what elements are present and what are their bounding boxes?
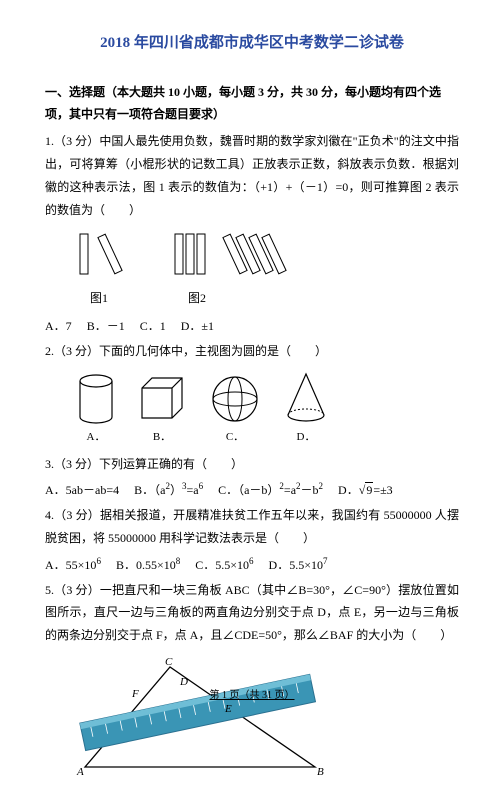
q1-opt-a: A．7 — [45, 319, 72, 333]
q4-opt-a: A．55×106 — [45, 558, 101, 572]
q2-solid-a: A． — [75, 373, 117, 448]
q2-solid-c: C． — [207, 373, 263, 448]
q5-body: 一把直尺和一块三角板 ABC（其中∠B=30°，∠C=90°）摆放位置如图所示，… — [45, 583, 459, 643]
q4-opt-b: B．0.55×108 — [116, 558, 180, 572]
q4-options: A．55×106 B．0.55×108 C．5.5×106 D．5.5×107 — [45, 553, 459, 577]
fig1-sticks — [70, 229, 140, 284]
q3-prefix: 3.（3 分） — [45, 457, 99, 471]
svg-text:A: A — [76, 766, 84, 777]
q2-text: 2.（3 分）下面的几何体中，主视图为圆的是（ ） — [45, 340, 459, 363]
q3-body: 下列运算正确的有（ ） — [99, 457, 243, 471]
q1-figures — [70, 229, 459, 284]
question-2: 2.（3 分）下面的几何体中，主视图为圆的是（ ） A． B． — [45, 340, 459, 448]
question-4: 4.（3 分）据相关报道，开展精准扶贫工作五年以来，我国约有 55000000 … — [45, 504, 459, 576]
sphere-icon — [207, 373, 263, 425]
ruler-triangle-diagram: A B C F D E — [65, 657, 325, 777]
fig1-label: 图1 — [90, 287, 108, 310]
q5-text: 5.（3 分）一把直尺和一块三角板 ABC（其中∠B=30°，∠C=90°）摆放… — [45, 579, 459, 647]
svg-text:B: B — [317, 766, 324, 777]
q3-opt-d: D．9=±3 — [338, 482, 393, 497]
page-footer: 第 1 页（共 31 页） — [0, 687, 504, 705]
q2-prefix: 2.（3 分） — [45, 344, 99, 358]
question-3: 3.（3 分）下列运算正确的有（ ） A．5ab－ab=4 B．（a2）3=a6… — [45, 453, 459, 503]
cone-icon — [283, 371, 329, 425]
q3-opt-a: A．5ab－ab=4 — [45, 483, 119, 497]
q2-label-a: A． — [87, 427, 106, 448]
q4-text: 4.（3 分）据相关报道，开展精准扶贫工作五年以来，我国约有 55000000 … — [45, 504, 459, 550]
question-5: 5.（3 分）一把直尺和一块三角板 ABC（其中∠B=30°，∠C=90°）摆放… — [45, 579, 459, 785]
fig2-sticks — [170, 229, 300, 284]
q1-prefix: 1.（3 分） — [45, 134, 99, 148]
q2-body: 下面的几何体中，主视图为圆的是（ ） — [99, 344, 327, 358]
exam-title: 2018 年四川省成都市成华区中考数学二诊试卷 — [45, 30, 459, 57]
q3-options: A．5ab－ab=4 B．（a2）3=a6 C．（a－b）2=a2－b2 D．9… — [45, 478, 459, 502]
question-1: 1.（3 分）中国人最先使用负数，魏晋时期的数学家刘徽在"正负术"的注文中指出，… — [45, 130, 459, 338]
q2-label-c: C． — [226, 427, 244, 448]
q5-figure: A B C F D E — [65, 657, 459, 785]
q4-prefix: 4.（3 分） — [45, 508, 100, 522]
cube-icon — [137, 373, 187, 425]
svg-text:C: C — [165, 657, 173, 668]
q2-solid-b: B． — [137, 373, 187, 448]
q3-opt-b: B．（a2）3=a6 — [134, 483, 203, 497]
q1-opt-d: D．±1 — [181, 319, 214, 333]
q4-opt-c: C．5.5×106 — [195, 558, 253, 572]
q3-text: 3.（3 分）下列运算正确的有（ ） — [45, 453, 459, 476]
q1-options: A．7 B．－1 C．1 D．±1 — [45, 315, 459, 338]
q3-opt-c: C．（a－b）2=a2－b2 — [218, 483, 323, 497]
q1-body: 中国人最先使用负数，魏晋时期的数学家刘徽在"正负术"的注文中指出，可将算筹（小棍… — [45, 134, 459, 216]
q1-figure-labels: 图1 图2 — [90, 287, 459, 310]
q1-opt-c: C．1 — [140, 319, 166, 333]
q2-label-d: D． — [297, 427, 316, 448]
q5-prefix: 5.（3 分） — [45, 583, 100, 597]
q4-opt-d: D．5.5×107 — [269, 558, 328, 572]
fig2-label: 图2 — [188, 287, 206, 310]
section-header: 一、选择题（本大题共 10 小题，每小题 3 分，共 30 分，每小题均有四个选… — [45, 82, 459, 125]
q2-solids: A． B． C． D． — [75, 371, 459, 448]
q4-body: 据相关报道，开展精准扶贫工作五年以来，我国约有 55000000 人摆脱贫困，将… — [45, 508, 459, 545]
q1-opt-b: B．－1 — [87, 319, 125, 333]
q2-label-b: B． — [153, 427, 171, 448]
q1-text: 1.（3 分）中国人最先使用负数，魏晋时期的数学家刘徽在"正负术"的注文中指出，… — [45, 130, 459, 221]
cylinder-icon — [75, 373, 117, 425]
q2-solid-d: D． — [283, 371, 329, 448]
